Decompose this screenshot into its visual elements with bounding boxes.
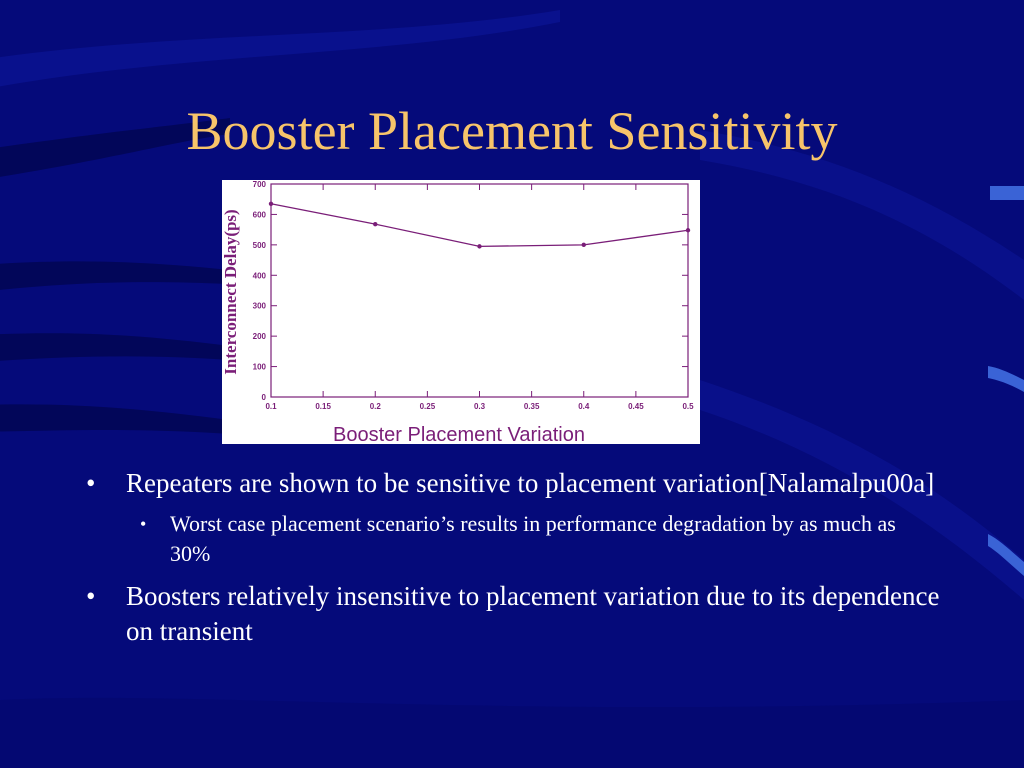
- y-axis-label: Interconnect Delay(ps): [222, 209, 240, 374]
- y-tick-label: 600: [253, 210, 267, 219]
- bullet-text: Repeaters are shown to be sensitive to p…: [126, 468, 935, 498]
- background-swoosh: [0, 697, 1024, 768]
- sub-bullet-item: • Worst case placement scenario’s result…: [80, 509, 940, 569]
- bullet-glyph: •: [140, 514, 147, 534]
- background-swoosh: [700, 380, 1024, 600]
- y-tick-label: 100: [253, 363, 267, 372]
- series-line: [270, 203, 689, 248]
- blue-tab-decoration: [988, 534, 1024, 576]
- background-swoosh: [0, 333, 230, 361]
- y-tick-label: 700: [253, 180, 267, 189]
- blue-tab-decoration: [988, 366, 1024, 392]
- x-tick-label: 0.3: [474, 402, 486, 411]
- data-point: [581, 242, 586, 248]
- data-point: [373, 221, 378, 227]
- x-axis-label: Booster Placement Variation: [333, 424, 585, 444]
- data-point: [268, 201, 274, 206]
- slide-title: Booster Placement Sensitivity: [186, 101, 838, 161]
- bullet-glyph: •: [86, 581, 96, 611]
- blue-tab-decoration: [990, 186, 1024, 200]
- data-point: [685, 228, 691, 233]
- background-swoosh: [0, 261, 230, 290]
- x-tick-label: 0.35: [524, 402, 540, 411]
- line-chart: 0 100 200 300 400 500 600 700 0.1 0.15 0.2 0.25 0.3 0…: [222, 180, 700, 444]
- background-swoosh: [0, 118, 230, 177]
- x-tick-label: 0.1: [265, 402, 277, 411]
- bullet-text: Boosters relatively insensitive to place…: [126, 581, 940, 646]
- y-tick-label: 200: [253, 332, 267, 341]
- bullet-item: • Repeaters are shown to be sensitive to…: [80, 466, 940, 501]
- x-tick-label: 0.25: [420, 402, 436, 411]
- data-point: [477, 244, 482, 249]
- y-tick-label: 500: [253, 241, 267, 250]
- background-swoosh: [0, 404, 230, 434]
- bullet-glyph: •: [86, 468, 96, 498]
- bullet-list: • Repeaters are shown to be sensitive to…: [80, 466, 940, 657]
- bullet-item: • Boosters relatively insensitive to pla…: [80, 579, 940, 649]
- background-swoosh: [0, 10, 560, 87]
- x-tick-label: 0.5: [682, 402, 694, 411]
- y-tick-label: 300: [253, 302, 267, 311]
- background-swoosh: [700, 130, 1024, 300]
- y-tick-label: 0: [262, 393, 267, 402]
- bullet-text: Worst case placement scenario’s results …: [170, 511, 896, 566]
- x-tick-label: 0.15: [315, 402, 331, 411]
- y-tick-label: 400: [253, 271, 267, 280]
- x-tick-label: 0.4: [578, 402, 590, 411]
- x-tick-label: 0.45: [628, 402, 644, 411]
- x-tick-label: 0.2: [370, 402, 382, 411]
